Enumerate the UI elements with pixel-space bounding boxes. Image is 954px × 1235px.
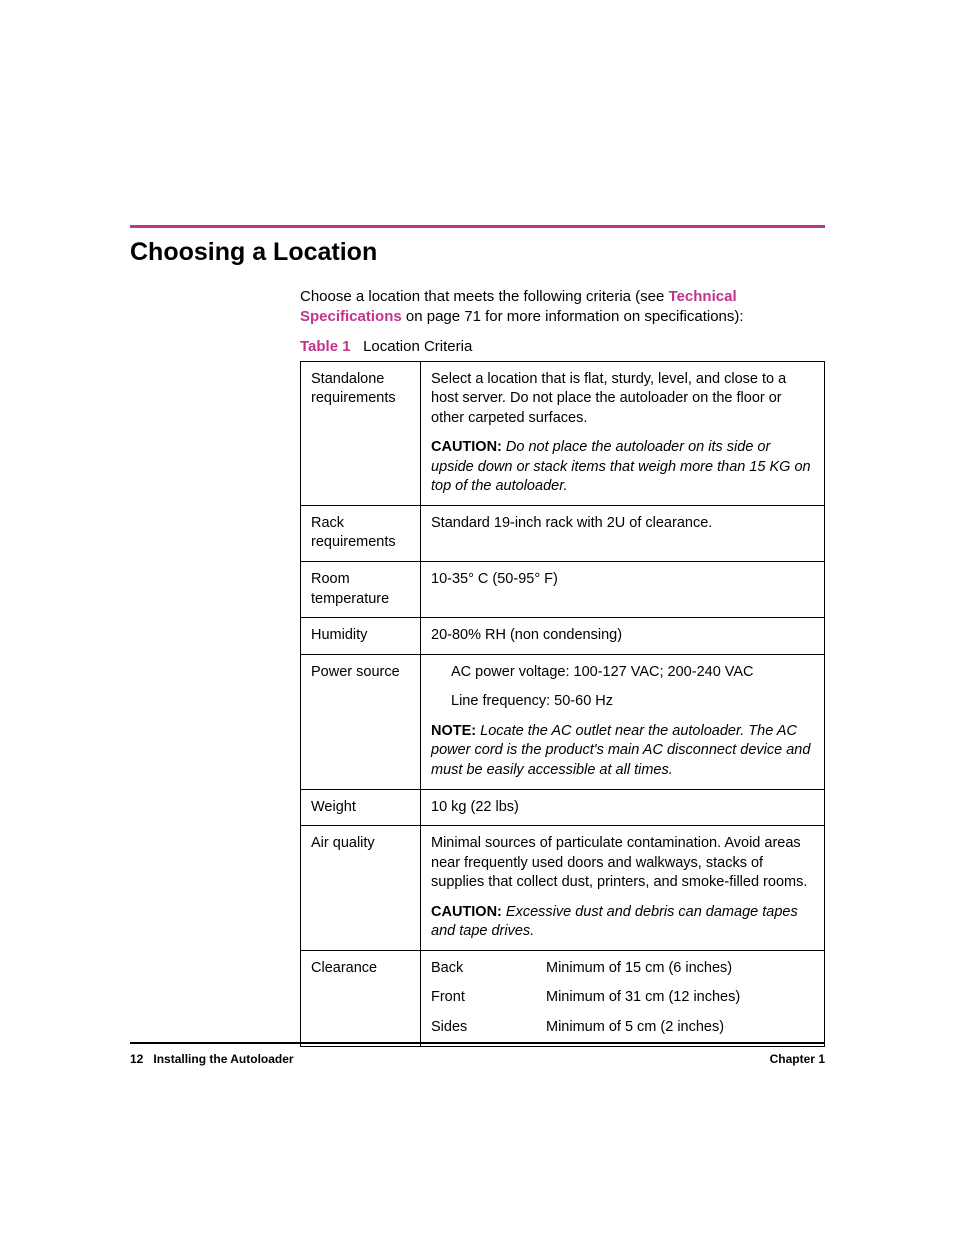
intro-text-pre: Choose a location that meets the followi…: [300, 288, 669, 305]
table-row: Standalone requirementsSelect a location…: [301, 361, 825, 505]
row-label: Rack requirements: [301, 505, 421, 561]
row-content: Minimal sources of particulate contamina…: [421, 826, 825, 951]
clearance-side: Front: [431, 988, 546, 1008]
row-label: Power source: [301, 654, 421, 789]
table-number: Table 1: [300, 338, 351, 355]
footer-chapter: Chapter 1: [770, 1052, 825, 1066]
section-rule: [130, 225, 825, 228]
cell-paragraph: AC power voltage: 100-127 VAC; 200-240 V…: [451, 663, 814, 683]
cell-paragraph: NOTE: Locate the AC outlet near the auto…: [431, 722, 814, 781]
cell-paragraph: CAUTION: Do not place the autoloader on …: [431, 438, 814, 497]
row-content: Select a location that is flat, sturdy, …: [421, 361, 825, 505]
clearance-value: Minimum of 5 cm (2 inches): [546, 1018, 814, 1038]
row-label: Room temperature: [301, 562, 421, 618]
table-row: Power source AC power voltage: 100-127 VA…: [301, 654, 825, 789]
table-row: Air qualityMinimal sources of particulat…: [301, 826, 825, 951]
cell-paragraph: 10 kg (22 lbs): [431, 798, 814, 818]
table-caption: Table 1 Location Criteria: [300, 338, 825, 355]
footer-section: Installing the Autoloader: [153, 1052, 293, 1066]
table-row: Rack requirements Standard 19-inch rack w…: [301, 505, 825, 561]
cell-paragraph: 20-80% RH (non condensing): [431, 626, 814, 646]
row-label: Humidity: [301, 618, 421, 655]
lead-text: Locate the AC outlet near the autoloader…: [431, 723, 810, 778]
clearance-side: Back: [431, 959, 546, 979]
clearance-row: FrontMinimum of 31 cm (12 inches): [431, 988, 814, 1008]
row-content: Standard 19-inch rack with 2U of clearan…: [421, 505, 825, 561]
intro-text-post: on page 71 for more information on speci…: [402, 308, 744, 325]
cell-paragraph: CAUTION: Excessive dust and debris can d…: [431, 903, 814, 942]
lead-label: NOTE:: [431, 723, 480, 739]
page-number: 12: [130, 1052, 143, 1066]
intro-paragraph: Choose a location that meets the followi…: [300, 287, 825, 328]
row-content: 10 kg (22 lbs): [421, 789, 825, 826]
section-title: Choosing a Location: [130, 238, 825, 267]
table-row: Clearance BackMinimum of 15 cm (6 inches)…: [301, 950, 825, 1046]
row-content: AC power voltage: 100-127 VAC; 200-240 V…: [421, 654, 825, 789]
row-content: 20-80% RH (non condensing): [421, 618, 825, 655]
lead-label: CAUTION:: [431, 904, 506, 920]
clearance-value: Minimum of 31 cm (12 inches): [546, 988, 814, 1008]
cell-paragraph: Line frequency: 50-60 Hz: [451, 692, 814, 712]
location-criteria-table: Standalone requirementsSelect a location…: [300, 361, 825, 1047]
clearance-row: BackMinimum of 15 cm (6 inches): [431, 959, 814, 979]
table-row: Humidity 20-80% RH (non condensing): [301, 618, 825, 655]
cell-paragraph: Standard 19-inch rack with 2U of clearan…: [431, 514, 814, 534]
row-label: Clearance: [301, 950, 421, 1046]
footer-left: 12 Installing the Autoloader: [130, 1052, 294, 1066]
cell-paragraph: Select a location that is flat, sturdy, …: [431, 370, 814, 429]
row-label: Weight: [301, 789, 421, 826]
page-content: Choosing a Location Choose a location th…: [130, 225, 825, 1047]
table-row: Room temperature 10-35° C (50-95° F): [301, 562, 825, 618]
lead-label: CAUTION:: [431, 439, 506, 455]
table-title: Location Criteria: [363, 338, 472, 355]
row-label: Standalone requirements: [301, 361, 421, 505]
row-label: Air quality: [301, 826, 421, 951]
row-content: 10-35° C (50-95° F): [421, 562, 825, 618]
clearance-row: SidesMinimum of 5 cm (2 inches): [431, 1018, 814, 1038]
clearance-value: Minimum of 15 cm (6 inches): [546, 959, 814, 979]
cell-paragraph: 10-35° C (50-95° F): [431, 570, 814, 590]
page-footer: 12 Installing the Autoloader Chapter 1: [130, 1042, 825, 1066]
cell-paragraph: Minimal sources of particulate contamina…: [431, 834, 814, 893]
clearance-side: Sides: [431, 1018, 546, 1038]
table-row: Weight 10 kg (22 lbs): [301, 789, 825, 826]
row-content: BackMinimum of 15 cm (6 inches)FrontMini…: [421, 950, 825, 1046]
